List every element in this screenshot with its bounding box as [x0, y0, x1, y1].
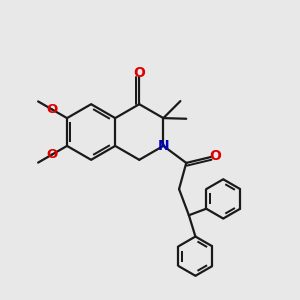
- Text: O: O: [47, 148, 58, 160]
- Text: O: O: [47, 103, 58, 116]
- Text: N: N: [158, 139, 170, 153]
- Text: O: O: [209, 149, 221, 164]
- Text: O: O: [133, 66, 145, 80]
